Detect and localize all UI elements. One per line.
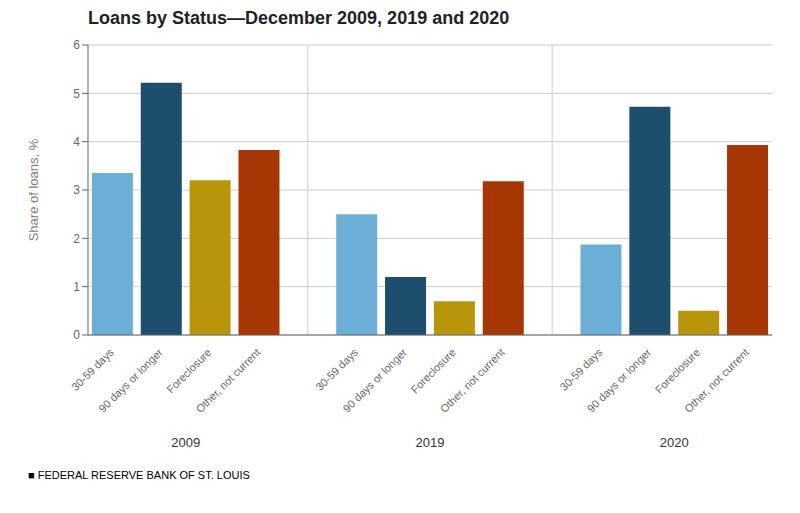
svg-text:0: 0	[73, 328, 80, 342]
svg-text:30-59 days: 30-59 days	[557, 346, 604, 393]
html-text:■ FEDERAL RESERVE BANK OF ST.: ■ FEDERAL RESERVE BANK OF ST. LOUIS	[28, 469, 250, 481]
svg-text:2: 2	[73, 232, 80, 246]
svg-text:5: 5	[73, 87, 80, 101]
svg-text:90 days or longer: 90 days or longer	[340, 346, 409, 415]
svg-text:30-59 days: 30-59 days	[69, 346, 116, 393]
html-text:Loans by Status—December 2009,: Loans by Status—December 2009, 2019 and …	[88, 8, 510, 28]
svg-text:90 days or longer: 90 days or longer	[96, 346, 165, 415]
svg-text:Foreclosure: Foreclosure	[653, 346, 703, 396]
svg-text:2009: 2009	[171, 435, 200, 450]
svg-text:Foreclosure: Foreclosure	[164, 346, 214, 396]
svg-text:2020: 2020	[660, 435, 689, 450]
svg-text:4: 4	[73, 135, 80, 149]
svg-text:Other, not current: Other, not current	[682, 346, 751, 415]
svg-text:3: 3	[73, 183, 80, 197]
svg-text:6: 6	[73, 38, 80, 52]
svg-text:1: 1	[73, 280, 80, 294]
svg-text:30-59 days: 30-59 days	[313, 346, 360, 393]
svg-text:Other, not current: Other, not current	[438, 346, 507, 415]
svg-text:Share of loans, %: Share of loans, %	[26, 138, 41, 241]
svg-text:2019: 2019	[416, 435, 445, 450]
svg-text:90 days or longer: 90 days or longer	[585, 346, 654, 415]
svg-text:Foreclosure: Foreclosure	[408, 346, 458, 396]
svg-text:Other, not current: Other, not current	[193, 346, 262, 415]
